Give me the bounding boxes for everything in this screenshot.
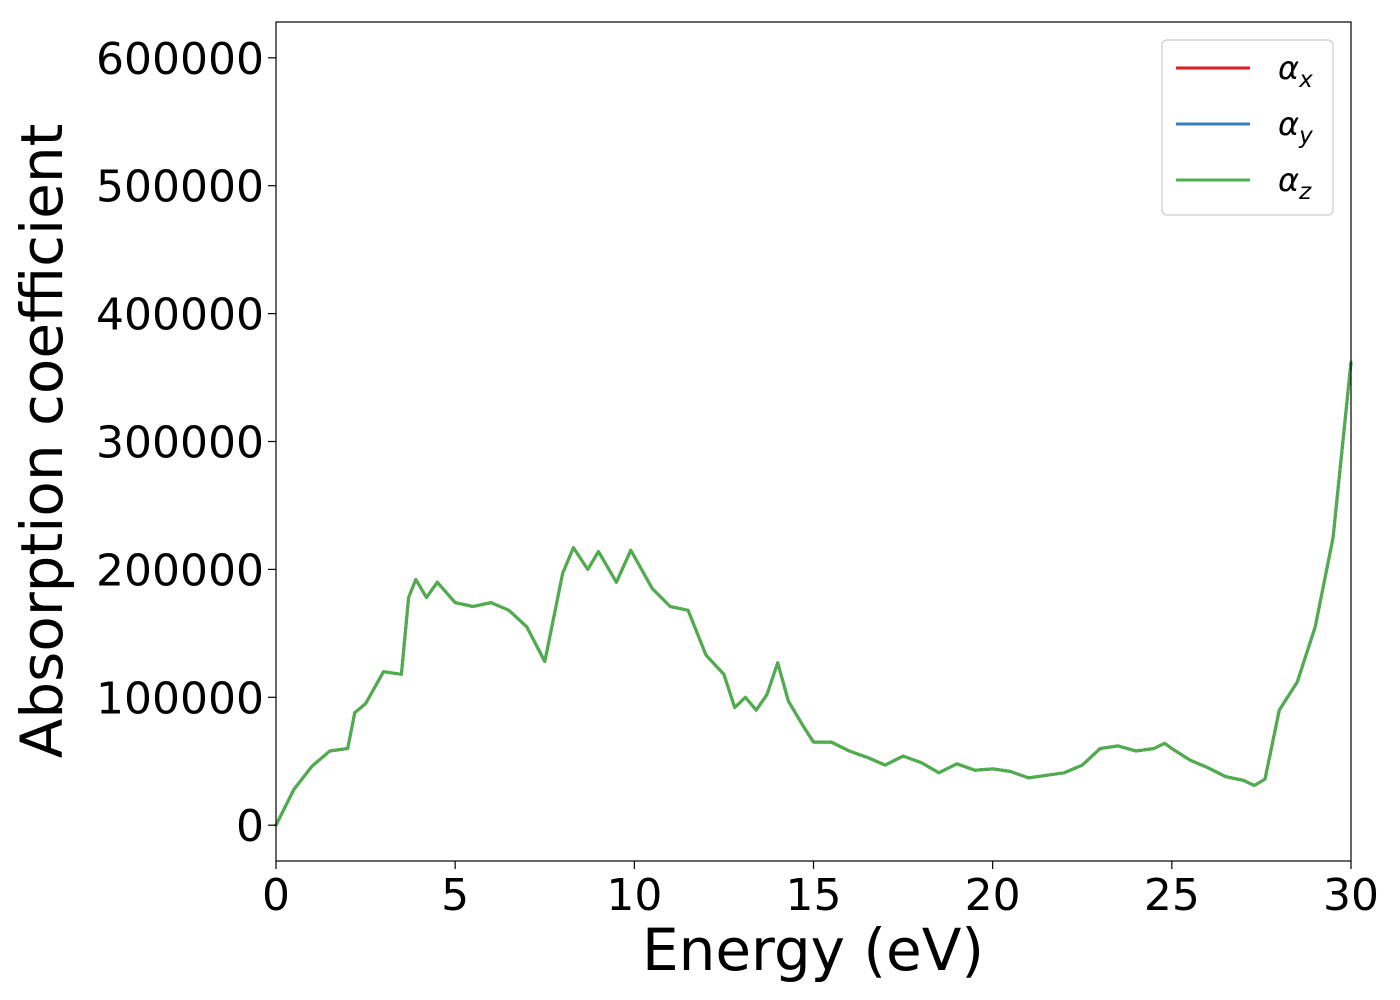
legend-box	[1161, 39, 1334, 216]
x-axis: 0 5 10 15 20 25 30	[262, 861, 1379, 921]
x-axis-title: Energy (eV)	[642, 916, 984, 984]
y-axis: 0 100000 200000 300000 400000 500000 600000	[96, 34, 276, 852]
series-layer	[274, 360, 1353, 827]
y-tick-label: 400000	[96, 290, 264, 341]
x-tick-label: 10	[606, 870, 662, 921]
x-tick-label: 5	[441, 870, 469, 921]
x-tick-label: 15	[786, 870, 842, 921]
y-axis-title: Absorption coefficient	[8, 124, 76, 759]
y-tick-label: 500000	[96, 162, 264, 213]
series-line-z	[274, 360, 1353, 827]
y-tick-label: 0	[236, 801, 264, 852]
x-tick-label: 30	[1323, 870, 1379, 921]
series-line-x	[274, 360, 1353, 827]
x-tick-label: 25	[1144, 870, 1200, 921]
y-tick-label: 200000	[96, 545, 264, 596]
x-tick-label: 20	[965, 870, 1021, 921]
y-tick-label: 100000	[96, 673, 264, 724]
series-line-y	[274, 360, 1353, 827]
y-tick-label: 300000	[96, 418, 264, 469]
y-tick-label: 600000	[96, 34, 264, 85]
x-tick-label: 0	[262, 870, 290, 921]
